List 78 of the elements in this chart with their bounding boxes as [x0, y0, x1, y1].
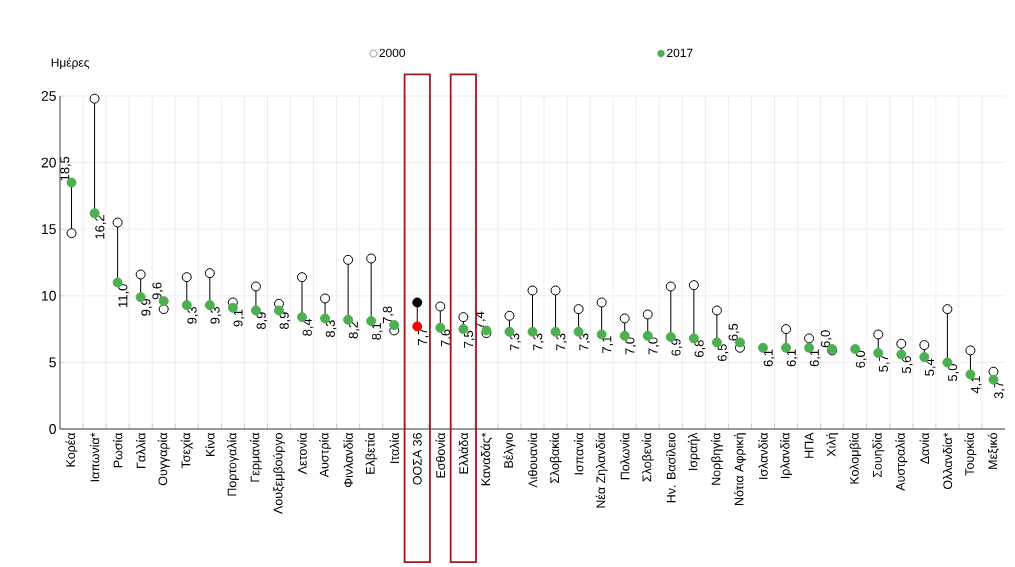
data-label: 18,5 — [60, 156, 71, 181]
data-label: 11,0 — [118, 284, 129, 307]
x-tick-label: Λουξεμβούργο — [272, 433, 285, 514]
x-tick-label: Φινλανδία — [343, 432, 353, 488]
x-tick-label: Κολομβία — [849, 432, 862, 484]
x-tick-label: Ισπανία — [573, 432, 584, 475]
x-tick-label: Γαλλία — [135, 432, 146, 468]
x-tick-label: Ισραήλ — [687, 432, 700, 470]
data-label: 4,1 — [971, 376, 982, 394]
data-label: 8,3 — [325, 320, 337, 338]
y-tick-label: 0 — [49, 424, 56, 434]
data-label: 5,4 — [925, 358, 936, 376]
y-axis-title: Ημέρες — [51, 57, 90, 70]
data-label: 6,0 — [820, 330, 832, 348]
x-tick-label: Ουγγαρία — [157, 432, 170, 486]
x-tick-label: Αυστρία — [319, 432, 332, 478]
x-tick-label: ΗΠΑ — [804, 432, 814, 458]
x-tick-label: Ρωσία — [112, 432, 123, 468]
data-label: 6,1 — [786, 349, 798, 367]
data-label: 7,0 — [625, 337, 637, 355]
data-label: 7,0 — [648, 337, 660, 355]
x-tick-label: Ολλανδία* — [942, 432, 953, 490]
data-label: 6,5 — [717, 344, 729, 361]
x-tick-label: ΟΟΣΑ 36 — [412, 433, 422, 485]
data-label: 6,5 — [728, 323, 740, 341]
x-tick-label: Πορτογαλία — [226, 432, 239, 496]
data-label: 7,1 — [602, 336, 613, 353]
x-tick-label: Ελλάδα — [458, 432, 469, 474]
data-label: 9,1 — [233, 309, 245, 327]
data-label: 9,6 — [152, 282, 164, 300]
data-label: 8,4 — [302, 318, 314, 336]
x-tick-label: Βέλγιο — [503, 433, 516, 468]
data-label: 7,8 — [382, 306, 394, 324]
x-tick-label: Νότια Αφρική — [733, 433, 746, 505]
x-tick-label: Γερμανία — [249, 432, 262, 482]
x-tick-label: Σλοβακία — [549, 432, 562, 484]
x-tick-label: Δανία — [919, 432, 930, 464]
data-label: 8,1 — [371, 322, 383, 340]
y-tick-label: 25 — [41, 91, 56, 101]
x-tick-label: Ην. Βασίλειο — [666, 433, 676, 503]
x-tick-label: Νέα Ζηλανδία — [595, 432, 608, 508]
x-tick-label: Νορβηγία — [710, 432, 723, 485]
x-tick-label: Εσθονία — [435, 432, 446, 478]
data-label: 5,6 — [901, 356, 913, 374]
y-tick-label: 15 — [42, 224, 56, 235]
x-tick-label: Σλοβενία — [641, 432, 654, 482]
x-tick-label: Ελβετία — [365, 432, 378, 474]
data-label: 5,0 — [948, 364, 959, 382]
y-tick-label: 5 — [49, 357, 56, 368]
x-tick-label: Κορέα — [65, 432, 78, 467]
x-tick-label: Καναδάς* — [480, 432, 493, 486]
x-tick-label: Ισλανδία — [758, 432, 768, 479]
x-tick-label: Ιρλανδία — [780, 432, 793, 479]
x-tick-label: Αυστραλία — [895, 432, 908, 491]
data-label: 6,0 — [855, 350, 867, 368]
legend-label: 2017 — [667, 48, 693, 58]
x-tick-label: Ιαπωνία* — [89, 432, 100, 482]
x-tick-label: Κίνα — [205, 432, 215, 456]
x-tick-label: Ιταλία — [389, 432, 399, 463]
data-label: 16,2 — [95, 215, 106, 239]
data-label: 7,5 — [464, 330, 475, 348]
x-tick-label: Λετονία — [297, 432, 307, 475]
data-label: 6,1 — [763, 349, 775, 367]
x-tick-label: Τσεχία — [180, 432, 193, 469]
x-tick-label: Μεξικό — [987, 433, 1000, 469]
legend-label: 2000 — [379, 48, 406, 58]
data-label: 6,8 — [694, 340, 706, 357]
x-tick-label: Πολωνία — [619, 432, 630, 480]
x-tick-label: Λιθουανία — [527, 432, 538, 488]
y-tick-label: 20 — [41, 157, 56, 168]
x-tick-label: Χιλή — [826, 433, 839, 457]
data-label: 8,9 — [279, 312, 291, 330]
data-label: 7,4 — [475, 311, 486, 329]
y-tick-label: 10 — [42, 290, 56, 301]
x-tick-label: Τουρκία — [964, 432, 977, 476]
data-label: 6,1 — [809, 349, 821, 367]
x-tick-label: Σουηδία — [872, 432, 885, 478]
data-label: 8,2 — [348, 321, 360, 339]
